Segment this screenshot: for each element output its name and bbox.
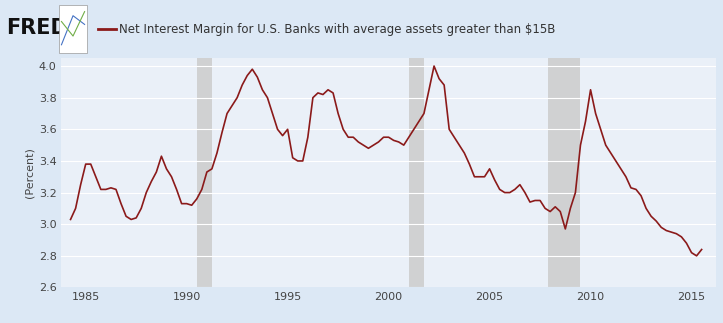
Bar	[197, 58, 212, 287]
Bar	[549, 58, 581, 287]
Text: FRED: FRED	[6, 18, 67, 38]
Bar	[408, 58, 424, 287]
Text: Net Interest Margin for U.S. Banks with average assets greater than $15B: Net Interest Margin for U.S. Banks with …	[119, 23, 556, 36]
Y-axis label: (Percent): (Percent)	[25, 147, 35, 198]
FancyBboxPatch shape	[59, 5, 87, 54]
